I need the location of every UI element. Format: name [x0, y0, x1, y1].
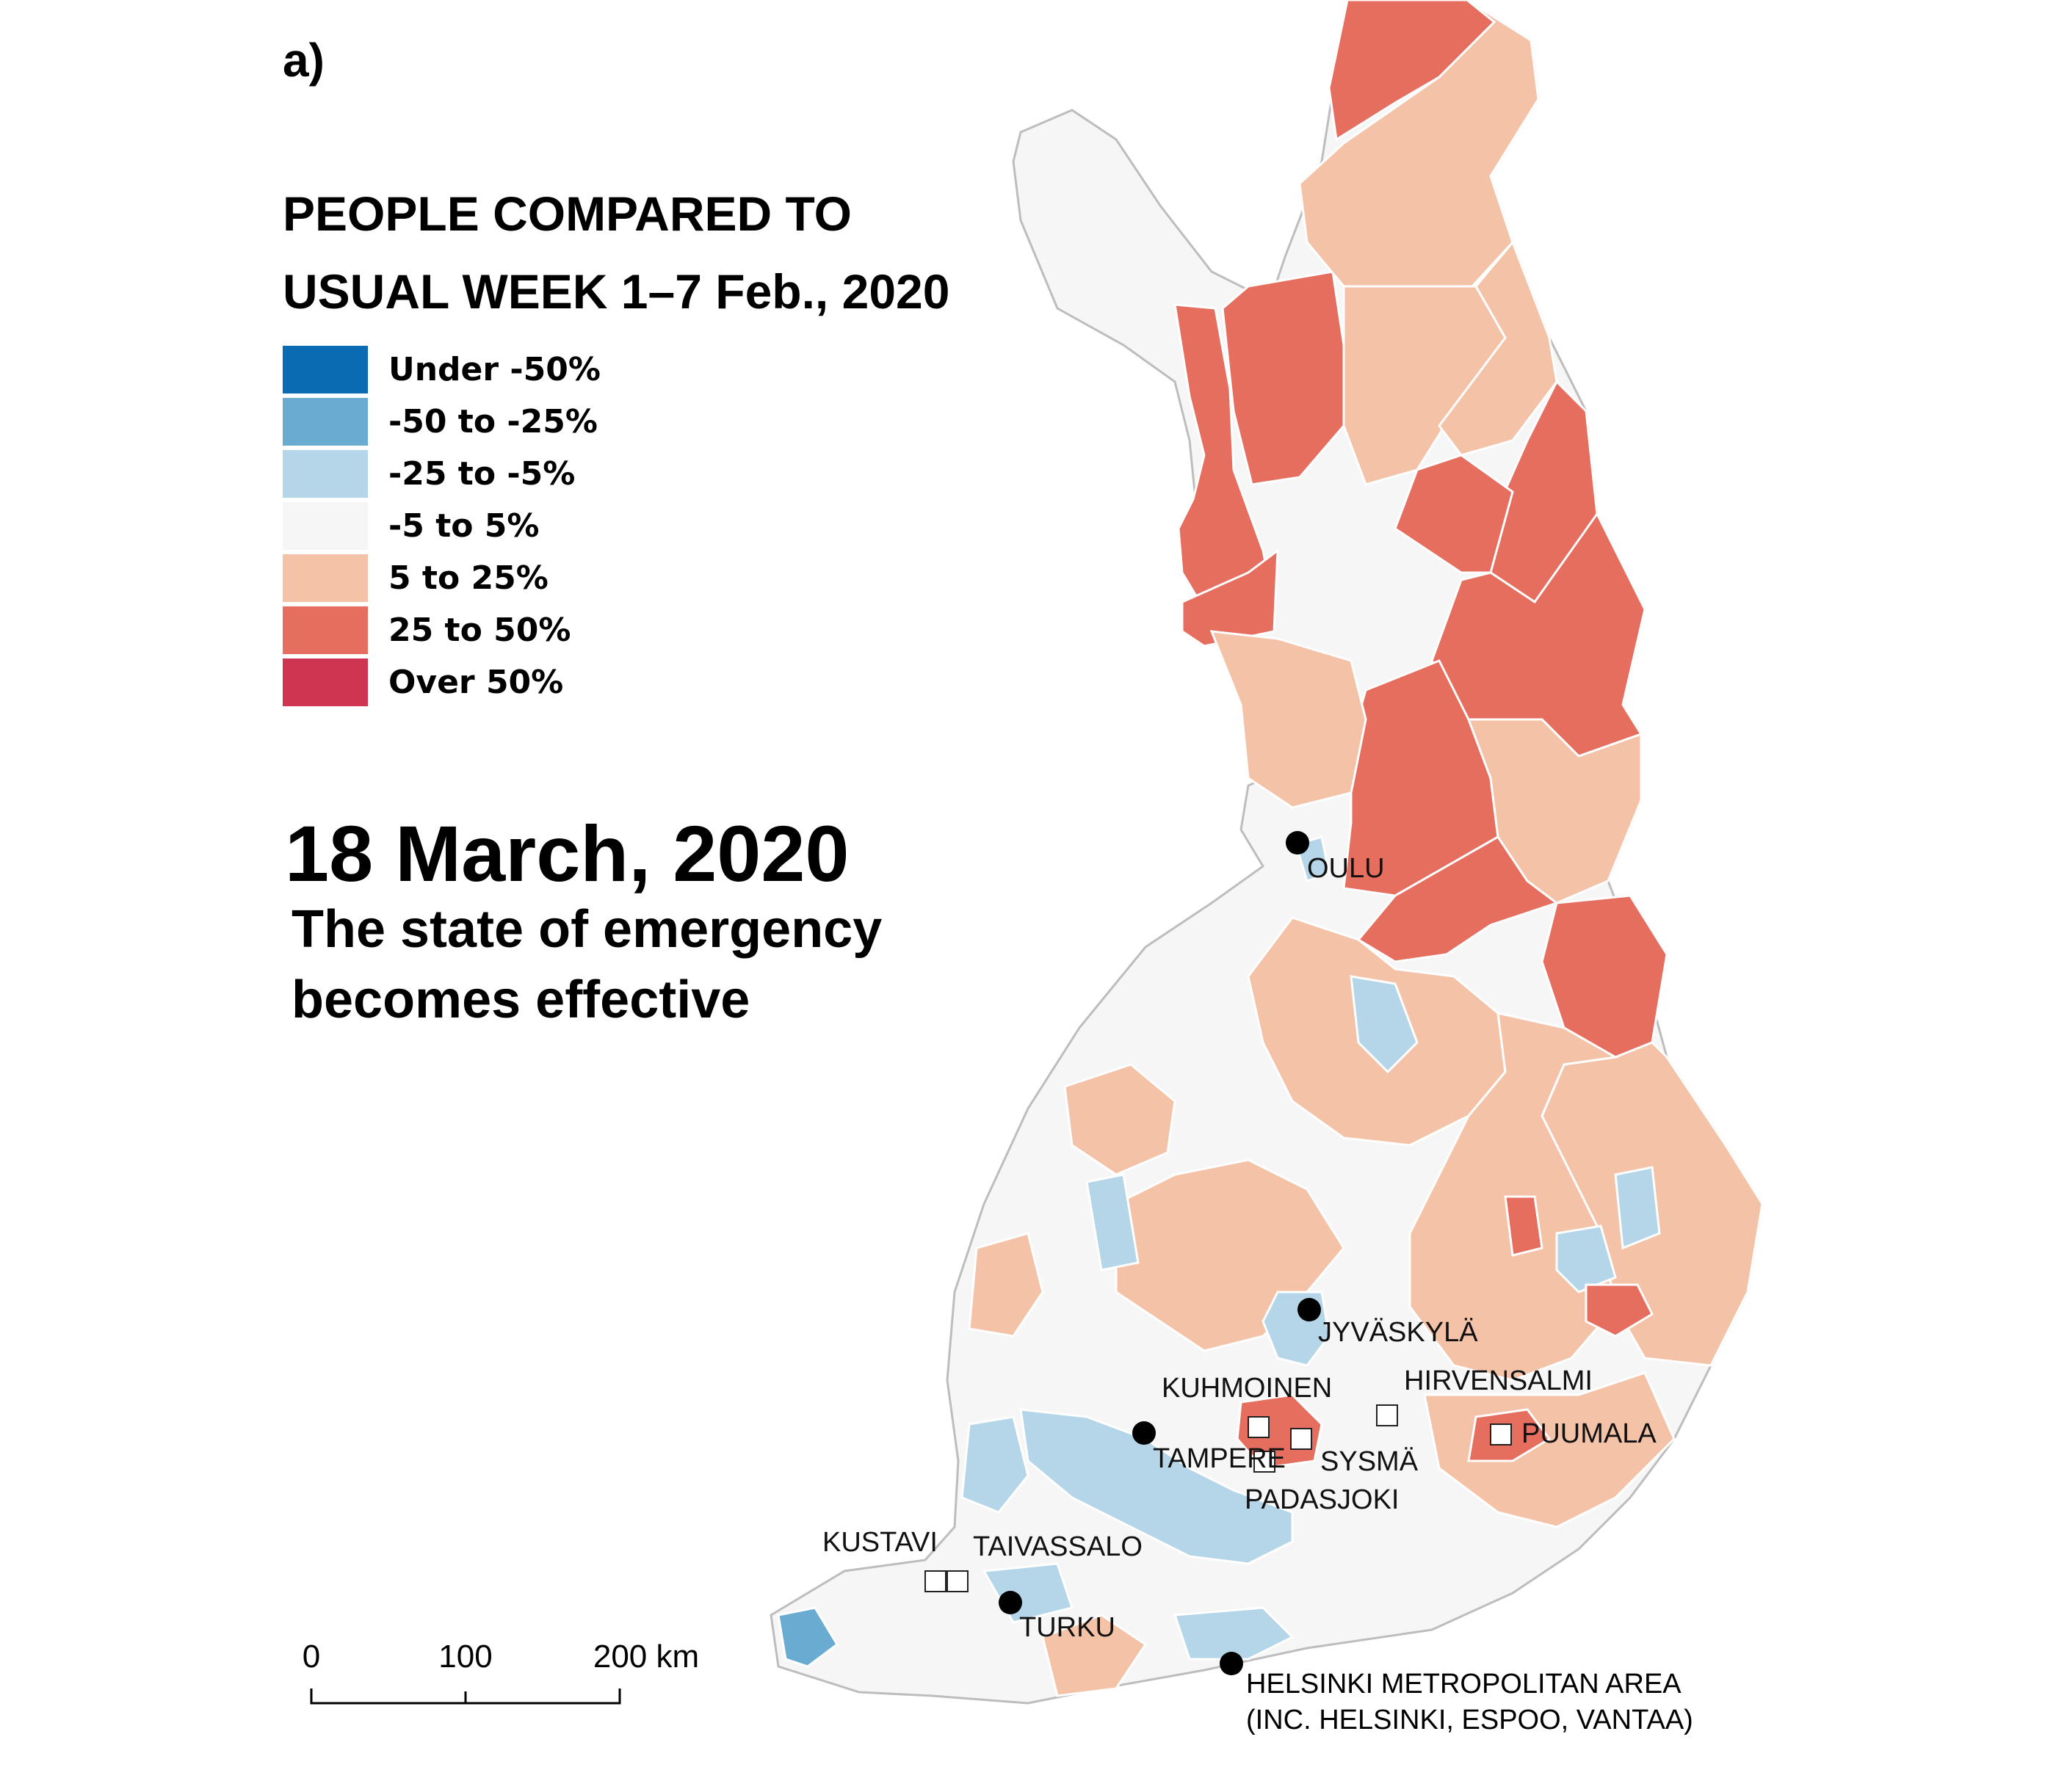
- subtitle-line2: becomes effective: [292, 971, 750, 1029]
- region-5-25-south-east: [1423, 1371, 1676, 1528]
- tampere-marker: [1132, 1421, 1156, 1445]
- region-5-25-west-coast: [968, 1232, 1044, 1338]
- legend-row: Over 50%: [283, 656, 601, 708]
- region-25-50-east-spot: [1585, 1283, 1654, 1338]
- region-minus5-25-east2: [1614, 1166, 1661, 1250]
- legend-swatch: [283, 554, 368, 602]
- region-5-25-south-coast: [1041, 1614, 1148, 1697]
- sysma-label: SYSMÄ: [1320, 1446, 1419, 1477]
- panel-label: a): [283, 34, 325, 87]
- region-5-25-center-band: [1209, 630, 1367, 809]
- region-minus5-25-west2: [1085, 1173, 1140, 1272]
- legend-row: -5 to 5%: [283, 500, 601, 552]
- kuhmoinen-label: KUHMOINEN: [1162, 1373, 1333, 1404]
- legend-swatch: [283, 606, 368, 654]
- legend-row: -50 to -25%: [283, 396, 601, 448]
- region-25-50-kainuu2: [1356, 835, 1560, 963]
- legend-label: 25 to 50%: [388, 612, 571, 649]
- helsinki-marker: [1220, 1652, 1243, 1675]
- scale-tick-200: 200 km: [593, 1639, 700, 1675]
- jyvaskyla-marker: [1297, 1298, 1321, 1321]
- puumala-marker: [1490, 1423, 1512, 1445]
- taivassalo-marker: [946, 1570, 969, 1592]
- oulu-marker: [1286, 831, 1309, 855]
- legend-title: PEOPLE COMPARED TO USUAL WEEK 1–7 Feb., …: [283, 175, 949, 330]
- legend-row: -25 to -5%: [283, 448, 601, 500]
- legend-label: 5 to 25%: [388, 559, 549, 597]
- region-minus5-25-helsinki: [1173, 1606, 1295, 1661]
- turku-label: TURKU: [1019, 1612, 1115, 1643]
- legend-swatch: [283, 346, 368, 393]
- legend-label: Under -50%: [388, 351, 601, 388]
- helsinki-note: (INC. HELSINKI, ESPOO, VANTAA): [1246, 1705, 1693, 1735]
- region-5-25-west-spots: [1063, 1063, 1176, 1176]
- legend-row: 25 to 50%: [283, 604, 601, 656]
- tampere-label: TAMPERE: [1153, 1443, 1286, 1474]
- puumala-label: PUUMALA: [1521, 1418, 1657, 1449]
- scale-tick-0: 0: [302, 1639, 321, 1675]
- legend-label: -25 to -5%: [388, 455, 576, 493]
- region-5-25-central-east: [1466, 718, 1643, 904]
- legend-label: -5 to 5%: [388, 507, 540, 545]
- region-minus5-25-west: [960, 1415, 1029, 1514]
- helsinki-area-label: HELSINKI METROPOLITAN AREA (INC. HELSINK…: [1246, 1666, 1693, 1738]
- legend: Under -50% -50 to -25% -25 to -5% -5 to …: [283, 344, 601, 708]
- legend-row: Under -50%: [283, 344, 601, 396]
- region-25-50-lapland-sw: [1181, 548, 1279, 647]
- subtitle-line1: The state of emergency: [292, 900, 883, 959]
- taivassalo-label: TAIVASSALO: [973, 1531, 1143, 1562]
- sysma-marker: [1290, 1428, 1312, 1450]
- legend-title-line1: PEOPLE COMPARED TO: [283, 186, 852, 241]
- kustavi-marker: [924, 1570, 946, 1592]
- scale-tick-100: 100: [438, 1639, 493, 1675]
- legend-label: -50 to -25%: [388, 403, 598, 440]
- hirvensalmi-label: HIRVENSALMI: [1404, 1365, 1593, 1396]
- oulu-label: OULU: [1307, 853, 1385, 884]
- legend-title-line2: USUAL WEEK 1–7 Feb., 2020: [283, 264, 950, 319]
- subtitle: The state of emergency becomes effective: [292, 894, 882, 1035]
- legend-row: 5 to 25%: [283, 552, 601, 604]
- region-minus25-50-aland: [777, 1606, 839, 1668]
- turku-marker: [999, 1591, 1022, 1614]
- region-25-50-center-spot: [1504, 1195, 1543, 1257]
- scale-bar: 0 100 200 km: [303, 1639, 699, 1712]
- date-heading: 18 March, 2020: [285, 809, 850, 898]
- kuhmoinen-marker: [1248, 1416, 1270, 1438]
- region-5-25-lapland-e: [1438, 240, 1558, 457]
- legend-swatch: [283, 398, 368, 446]
- padasjoki-marker: [1253, 1451, 1275, 1473]
- legend-swatch: [283, 450, 368, 498]
- scale-bar-line: [310, 1688, 621, 1705]
- legend-swatch: [283, 659, 368, 706]
- region-minus5-25-kuopio: [1350, 975, 1419, 1074]
- jyvaskyla-label: JYVÄSKYLÄ: [1318, 1317, 1478, 1348]
- kustavi-label: KUSTAVI: [822, 1527, 938, 1558]
- legend-label: Over 50%: [388, 664, 564, 701]
- hirvensalmi-marker: [1376, 1404, 1398, 1426]
- padasjoki-label: PADASJOKI: [1245, 1484, 1400, 1515]
- helsinki-label: HELSINKI METROPOLITAN AREA: [1246, 1669, 1682, 1700]
- legend-swatch: [283, 502, 368, 550]
